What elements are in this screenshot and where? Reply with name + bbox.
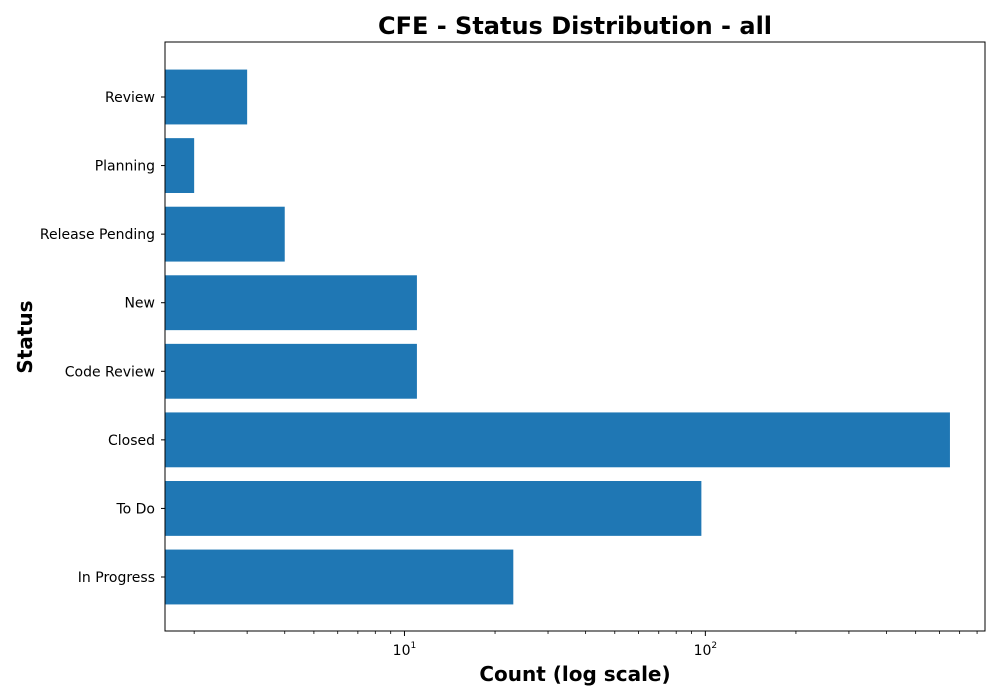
y-tick-label-in-progress: In Progress — [78, 570, 155, 586]
bar-planning — [165, 138, 195, 193]
chart-title: CFE - Status Distribution - all — [378, 12, 772, 40]
y-tick-label-closed: Closed — [108, 433, 155, 449]
bar-to-do — [165, 481, 702, 536]
x-tick-label-10: 101 — [393, 641, 417, 659]
y-tick-label-new: New — [124, 296, 155, 312]
x-tick-label-100: 102 — [694, 641, 718, 659]
y-axis-label: Status — [13, 300, 37, 373]
y-tick-label-release-pending: Release Pending — [40, 227, 155, 243]
bar-code-review — [165, 343, 417, 399]
bar-release-pending — [165, 206, 285, 262]
y-tick-label-planning: Planning — [95, 159, 155, 175]
x-axis-ticks: 101 102 — [193, 631, 978, 659]
bar-in-progress — [165, 549, 514, 605]
y-axis-ticks: In Progress To Do Closed Code Review New Rele… — [40, 90, 165, 586]
plot-area-frame — [164, 41, 986, 632]
y-tick-label-to-do: To Do — [115, 501, 155, 517]
bar-new — [165, 275, 417, 331]
y-tick-label-code-review: Code Review — [65, 364, 155, 380]
bars-group — [165, 69, 950, 605]
x-axis-label: Count (log scale) — [479, 662, 670, 686]
bar-review — [165, 69, 248, 125]
bar-closed — [165, 412, 950, 468]
y-tick-label-review: Review — [105, 90, 155, 106]
